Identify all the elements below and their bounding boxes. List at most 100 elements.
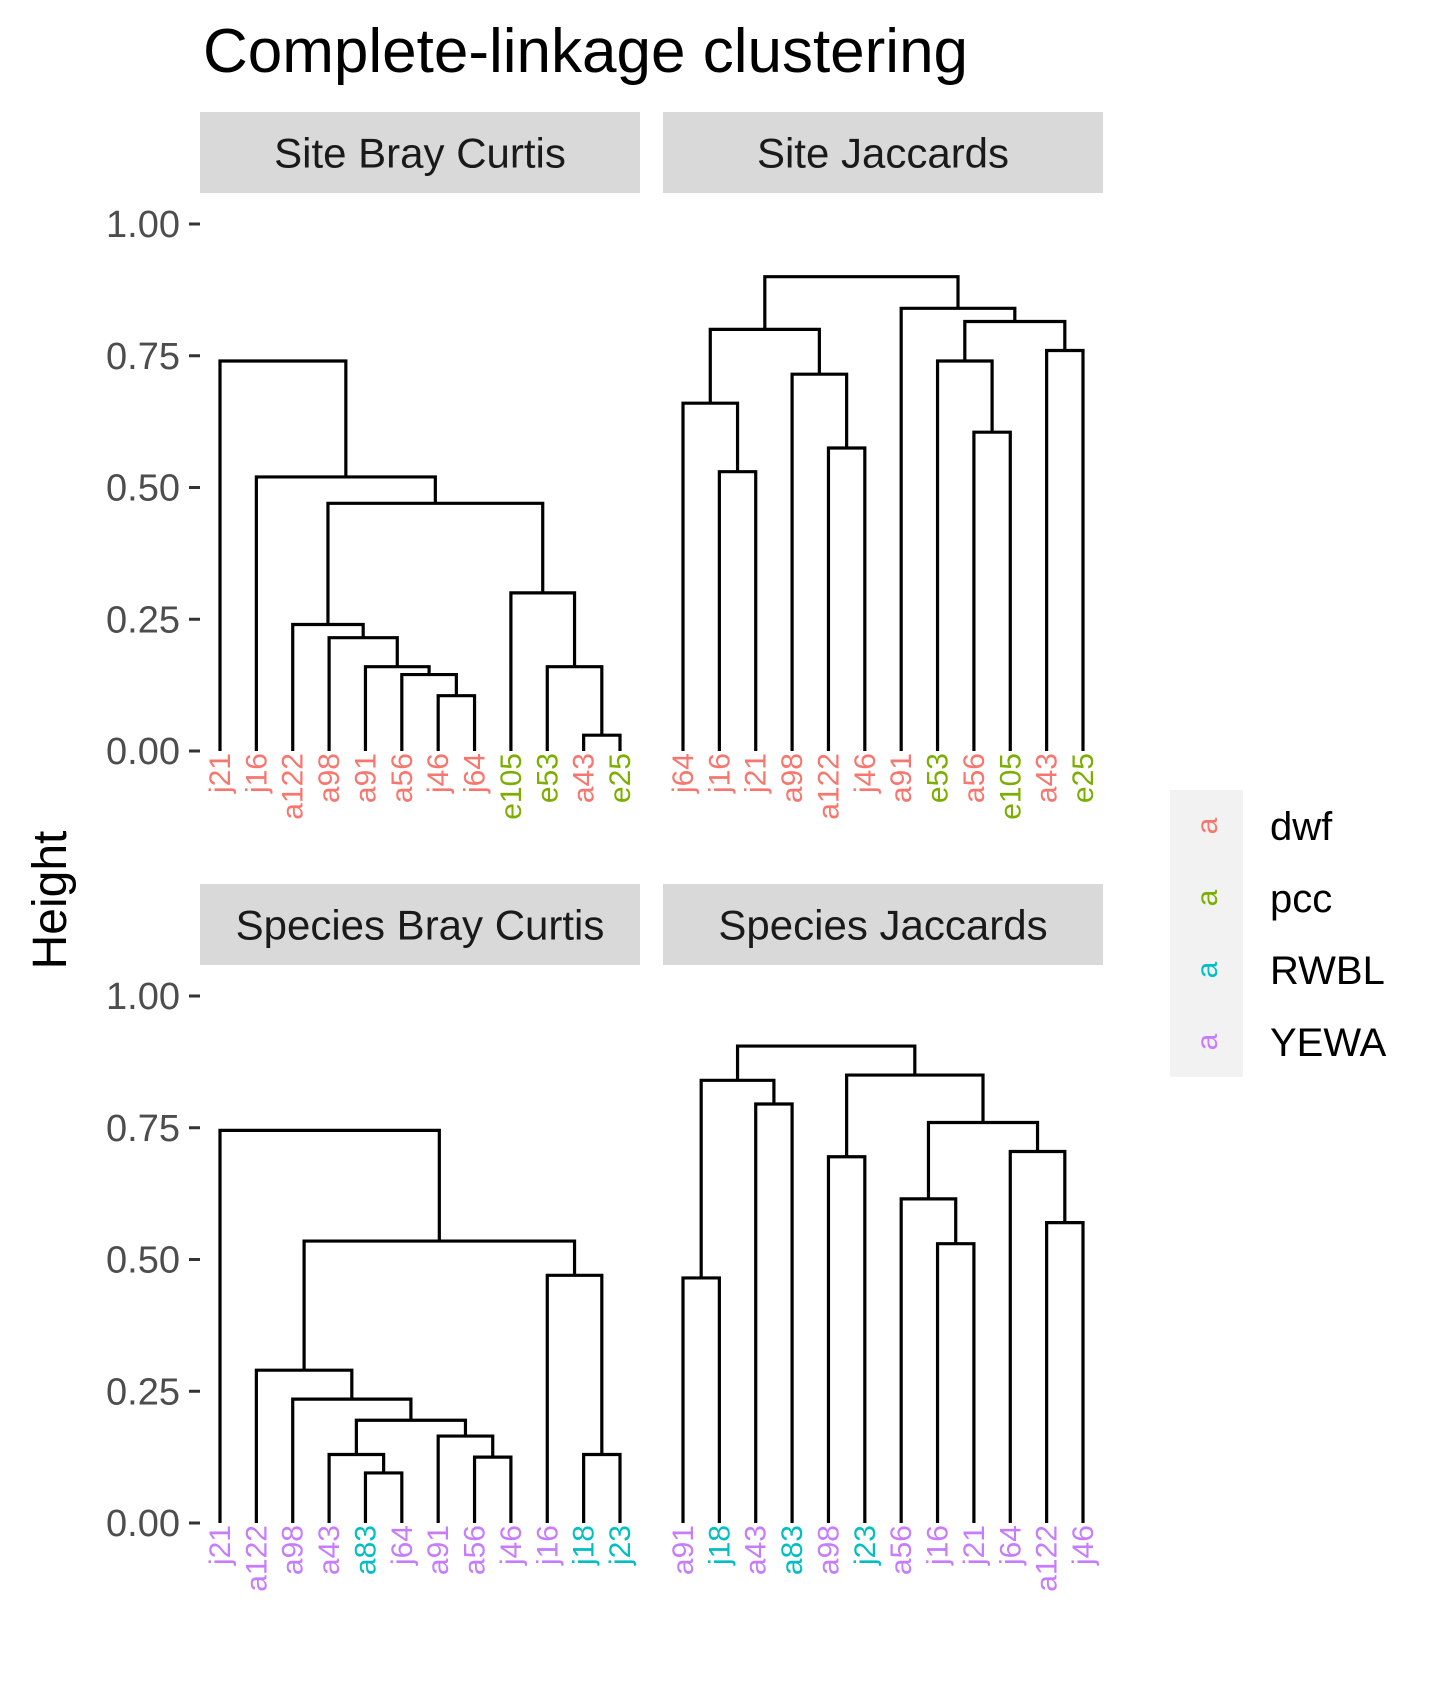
leaf-label: j16 xyxy=(703,753,736,794)
legend-key-rwbl: a xyxy=(1191,961,1224,978)
leaf-label: j64 xyxy=(667,753,700,794)
dendrogram-branch xyxy=(400,672,458,751)
legend-key-dwf: a xyxy=(1191,817,1224,834)
strip-species-jaccards xyxy=(663,884,1103,965)
legend-key-yewa: a xyxy=(1191,1033,1224,1050)
dendrogram-branch xyxy=(735,1044,917,1081)
strip-label-site-bray-curtis: Site Bray Curtis xyxy=(274,130,566,177)
y-tick-label: 0.00 xyxy=(106,731,180,773)
leaf-label: j64 xyxy=(386,1525,419,1566)
leaf-label: e25 xyxy=(1067,753,1100,803)
leaf-label: j18 xyxy=(703,1525,736,1566)
dendrogram-branch xyxy=(790,372,849,751)
leaf-label: e105 xyxy=(495,753,528,820)
strip-label-site-jaccards: Site Jaccards xyxy=(757,130,1009,177)
strip-species-bray-curtis xyxy=(200,884,640,965)
dendrogram-branch xyxy=(302,1239,577,1371)
dendrogram-branch xyxy=(1045,1221,1085,1523)
dendrogram-branch xyxy=(291,1397,413,1523)
dendrogram-branch xyxy=(754,1102,794,1523)
leaf-label: a56 xyxy=(386,753,419,803)
leaf-label: e53 xyxy=(922,753,955,803)
branches-species-bray-curtis xyxy=(218,1128,622,1523)
dendrogram-branch xyxy=(899,306,1017,751)
leaf-label: a43 xyxy=(568,753,601,803)
leaf-label: j21 xyxy=(958,1525,991,1566)
leaf-label: e53 xyxy=(531,753,564,803)
leaf-label: a91 xyxy=(667,1525,700,1575)
dendrogram-branch xyxy=(845,1073,985,1157)
dendrogram-branch xyxy=(582,733,622,751)
leaf-label: a83 xyxy=(776,1525,809,1575)
legend-label-rwbl: RWBL xyxy=(1270,949,1385,993)
y-tick-label: 1.00 xyxy=(106,976,180,1018)
leaf-label: j23 xyxy=(849,1525,882,1566)
leaf-label: j46 xyxy=(1067,1525,1100,1566)
strip-site-bray-curtis xyxy=(200,112,640,193)
y-axis-label: Height xyxy=(24,831,77,970)
dendrogram-branch xyxy=(363,1471,404,1523)
dendrogram-branch xyxy=(218,1128,441,1523)
leaf-label: a122 xyxy=(1031,1525,1064,1592)
dendrogram-branch xyxy=(509,591,577,751)
chart-title: Complete-linkage clustering xyxy=(203,17,968,86)
dendrogram-branch xyxy=(763,275,960,330)
leaf-label: a56 xyxy=(459,1525,492,1575)
dendrogram-branch xyxy=(935,359,994,751)
dendrogram-branch xyxy=(963,319,1067,362)
dendrogram-branch xyxy=(899,1197,958,1523)
panel-species-jaccards: Species Jaccards a91 j18 a43 a83 a98 j23 a56 j16… xyxy=(663,884,1103,1592)
leaf-label: a91 xyxy=(349,753,382,803)
panel-site-jaccards: Site Jaccards j64 j16 j21 a98 a122 j46 a91 e53 a5… xyxy=(663,112,1103,820)
dendrogram-branch xyxy=(826,1155,867,1523)
dendrogram-branch xyxy=(699,1078,776,1278)
leaf-label: j64 xyxy=(994,1525,1027,1566)
dendrogram-branch xyxy=(681,1276,721,1523)
leaf-label: a98 xyxy=(277,1525,310,1575)
legend: a dwf a pcc a RWBL a YEWA xyxy=(1170,790,1387,1077)
dendrogram-branch xyxy=(826,446,867,751)
leaf-label: j16 xyxy=(240,753,273,794)
leaf-label: j18 xyxy=(568,1525,601,1566)
leaf-label: a43 xyxy=(740,1525,773,1575)
dendrogram-branch xyxy=(717,470,758,751)
leaf-label: j46 xyxy=(495,1525,528,1566)
leaf-label: a122 xyxy=(277,753,310,820)
leaf-label: a83 xyxy=(349,1525,382,1575)
leaf-label: j21 xyxy=(204,1525,237,1566)
branches-site-jaccards xyxy=(681,275,1085,751)
branches-species-jaccards xyxy=(681,1044,1085,1523)
dendrogram-branch xyxy=(254,475,437,751)
dendrogram-branch xyxy=(436,694,477,751)
leaf-label: a122 xyxy=(812,753,845,820)
y-tick-label: 0.25 xyxy=(106,599,180,641)
y-tick-label: 0.00 xyxy=(106,1503,180,1545)
leaf-label: a98 xyxy=(812,1525,845,1575)
y-tick-label: 0.50 xyxy=(106,1240,180,1282)
leaf-label: a43 xyxy=(313,1525,346,1575)
y-tick-label: 0.75 xyxy=(106,336,180,378)
dendrogram-branch xyxy=(327,1452,386,1523)
leaf-label: j46 xyxy=(849,753,882,794)
leaf-label: a98 xyxy=(776,753,809,803)
leaf-label: e25 xyxy=(604,753,637,803)
dendrogram-branch xyxy=(327,636,399,751)
dendrogram-branch xyxy=(935,1242,976,1523)
y-tick-label: 0.50 xyxy=(106,468,180,510)
dendrogram-branch xyxy=(254,1368,354,1523)
leaf-label: j64 xyxy=(459,753,492,794)
panel-species-bray-curtis: Species Bray Curtis 0.00 0.25 0.50 0.75 1.00 j… xyxy=(106,884,640,1592)
legend-label-pcc: pcc xyxy=(1270,877,1332,921)
dendrogram-branch xyxy=(681,401,740,751)
dendrogram-branch xyxy=(472,1455,513,1523)
strip-label-species-jaccards: Species Jaccards xyxy=(718,902,1047,949)
leaf-label: a56 xyxy=(958,753,991,803)
y-tick-label: 0.75 xyxy=(106,1108,180,1150)
leaf-label: j21 xyxy=(204,753,237,794)
legend-key-pcc: a xyxy=(1191,889,1224,906)
leaf-label: a56 xyxy=(885,1525,918,1575)
leaf-label: a91 xyxy=(422,1525,455,1575)
